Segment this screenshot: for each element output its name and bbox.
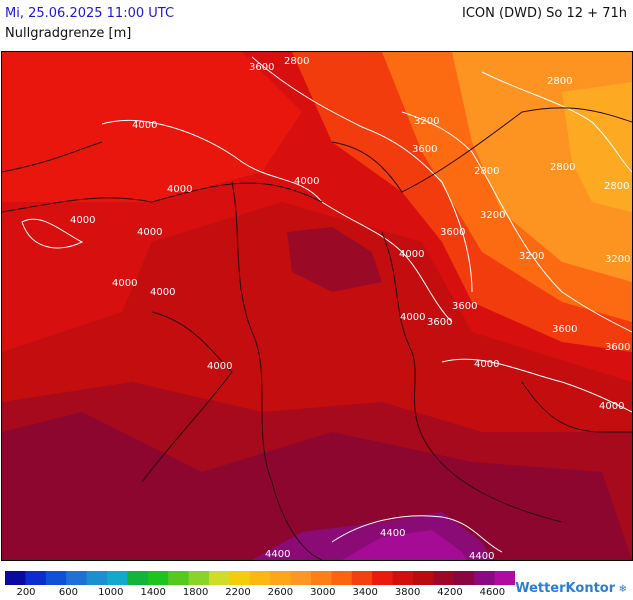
contour-3200 <box>401 111 632 333</box>
legend-tick-label: 3000 <box>310 587 336 598</box>
field-region-northwest <box>2 52 302 202</box>
legend-tick-label: 2200 <box>225 587 251 598</box>
legend-swatch <box>45 571 67 585</box>
legend-swatch <box>209 571 230 585</box>
contour-4400-south <box>331 515 503 553</box>
contour-label: 2800 <box>474 166 499 177</box>
contour-label: 4000 <box>399 249 424 260</box>
legend-swatch <box>392 571 414 585</box>
legend-swatch <box>372 571 394 585</box>
contour-label: 4400 <box>380 528 405 539</box>
model-run-label: ICON (DWD) So 12 + 71h <box>462 6 627 21</box>
legend-tick-label: 200 <box>16 587 36 598</box>
contour-label: 3600 <box>412 144 437 155</box>
legend-swatch <box>66 571 88 585</box>
legend-tick-label: 1800 <box>182 587 209 598</box>
contour-label: 4000 <box>599 401 624 412</box>
wetterkontor-logo: WetterKontor ❄ <box>515 581 627 596</box>
legend-swatch <box>474 571 496 585</box>
country-borders <box>2 107 632 560</box>
contour-label: 4000 <box>150 287 175 298</box>
contour-label: 4000 <box>207 361 232 372</box>
border-line-1 <box>2 182 323 213</box>
contour-3600 <box>251 56 473 293</box>
border-line-7 <box>521 381 632 433</box>
border-line-2 <box>231 181 323 560</box>
field-region-dark-patch <box>287 227 382 292</box>
legend-tick-label: 2600 <box>267 587 294 598</box>
legend-swatch <box>168 571 190 585</box>
legend-swatch <box>86 571 108 585</box>
contour-label: 4000 <box>400 312 425 323</box>
logo-flake-icon: ❄ <box>615 584 627 595</box>
freezing-level-map: 2800 3600 2800 3200 3600 2800 2800 2800 … <box>1 51 633 561</box>
field-region-alps-core <box>342 530 467 560</box>
parameter-title: Nullgradgrenze [m] <box>5 26 132 41</box>
legend-swatch <box>147 571 169 585</box>
contour-4000-west <box>21 218 84 249</box>
brand-name: WetterKontor <box>515 581 616 596</box>
legend-swatch <box>494 571 515 585</box>
legend-tick-label: 600 <box>58 587 78 598</box>
contour-label: 4400 <box>265 549 290 560</box>
border-line-3 <box>381 231 563 523</box>
contour-label: 4000 <box>112 278 137 289</box>
legend-swatch <box>5 571 26 585</box>
legend-tick-label: 4200 <box>437 587 463 598</box>
contour-label: 2800 <box>547 76 572 87</box>
legend-tick-label: 4600 <box>479 587 506 598</box>
contour-label: 3600 <box>552 324 577 335</box>
contour-label: 3200 <box>605 254 630 265</box>
contour-labels: 2800 3600 2800 3200 3600 2800 2800 2800 … <box>70 56 630 561</box>
field-region-south-dark <box>2 412 632 560</box>
contour-lines <box>21 56 632 553</box>
legend-swatch <box>270 571 292 585</box>
contour-label: 3200 <box>519 251 544 262</box>
contour-label: 3200 <box>480 210 505 221</box>
contour-label: 4000 <box>132 120 157 131</box>
border-line-5 <box>2 141 103 173</box>
contour-label: 2800 <box>284 56 309 67</box>
legend-swatch <box>453 571 475 585</box>
legend-swatch <box>413 571 434 585</box>
legend-swatch <box>107 571 128 585</box>
contour-label: 4400 <box>469 551 494 561</box>
contour-label: 3600 <box>605 342 630 353</box>
legend-swatch <box>331 571 353 585</box>
contour-label: 4000 <box>167 184 192 195</box>
contour-label: 4000 <box>137 227 162 238</box>
legend-tick-label: 3400 <box>352 587 378 598</box>
contour-4000-north <box>101 120 453 323</box>
contour-label: 4000 <box>70 215 95 226</box>
contour-label: 3600 <box>249 62 274 73</box>
border-line-4 <box>141 311 233 483</box>
contour-label: 3200 <box>414 116 439 127</box>
legend-swatch <box>433 571 455 585</box>
contour-label: 4000 <box>294 176 319 187</box>
legend-swatch <box>25 571 47 585</box>
legend-swatch <box>290 571 312 585</box>
contour-label: 2800 <box>604 181 629 192</box>
contour-label: 4000 <box>474 359 499 370</box>
legend-swatch <box>351 571 373 585</box>
legend-swatch <box>229 571 251 585</box>
legend-tick-label: 1000 <box>98 587 124 598</box>
legend-swatch <box>127 571 149 585</box>
legend-tick-label: 1400 <box>140 587 166 598</box>
legend-tick-label: 3800 <box>394 587 421 598</box>
datetime-label: Mi, 25.06.2025 11:00 UTC <box>5 6 175 21</box>
legend-swatch <box>249 571 271 585</box>
contour-label: 3600 <box>440 227 465 238</box>
contour-label: 3600 <box>427 317 452 328</box>
contour-label: 3600 <box>452 301 477 312</box>
legend-swatch <box>188 571 210 585</box>
legend-swatch <box>311 571 332 585</box>
border-line-6 <box>331 107 632 193</box>
contour-label: 2800 <box>550 162 575 173</box>
contour-2800 <box>481 71 632 173</box>
color-legend-bar <box>5 571 515 585</box>
contour-4000-east <box>441 358 632 413</box>
